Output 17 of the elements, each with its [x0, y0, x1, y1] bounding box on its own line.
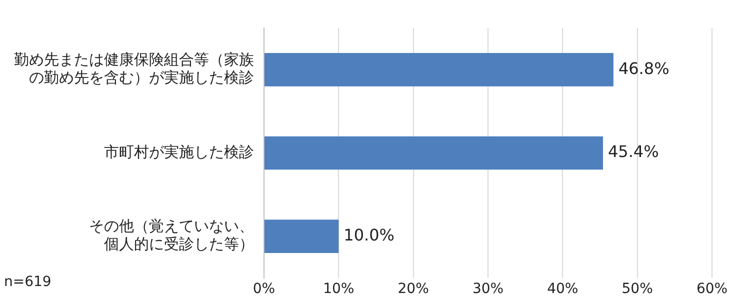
x-tick-label: 60%	[696, 281, 728, 298]
x-tick-label: 30%	[472, 281, 504, 298]
data-label: 10.0%	[344, 225, 394, 244]
bar	[264, 220, 339, 253]
y-tick-label: 勤め先または健康保険組合等（家族の勤め先を含む）が実施した検診	[14, 50, 254, 87]
text: n=619	[4, 274, 52, 290]
x-tick-label: 50%	[622, 281, 653, 298]
bar	[264, 53, 614, 86]
bar	[264, 136, 603, 170]
y-tick-label: その他（覚えていない、個人的に受診した等）	[89, 217, 254, 254]
y-tick-label: 市町村が実施した検診	[104, 142, 254, 161]
x-tick-label: 20%	[398, 281, 429, 298]
x-tick-label: 40%	[547, 281, 578, 298]
data-label: 46.8%	[618, 58, 670, 78]
x-tick-label: 0%	[252, 281, 276, 298]
data-label: 45.4%	[608, 142, 659, 162]
x-tick-label: 10%	[323, 281, 354, 298]
